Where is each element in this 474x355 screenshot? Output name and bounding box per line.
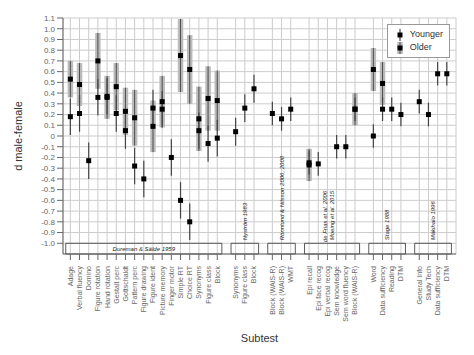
svg-text:Figure ident: Figure ident xyxy=(149,266,157,303)
svg-text:WMT: WMT xyxy=(287,265,294,282)
svg-text:Domino: Domino xyxy=(85,266,92,290)
svg-text:Sem knowledge: Sem knowledge xyxy=(333,266,341,316)
svg-text:Choice RT: Choice RT xyxy=(186,265,193,299)
html-text:Older: Older xyxy=(409,42,432,52)
svg-text:Block (WAIS-R): Block (WAIS-R) xyxy=(269,266,277,315)
svg-text:Data sufficiency: Data sufficiency xyxy=(379,266,387,316)
svg-text:-1.0: -1.0 xyxy=(41,239,55,248)
svg-text:-0.1: -0.1 xyxy=(41,143,55,152)
svg-text:DTM: DTM xyxy=(443,266,450,281)
svg-text:Block (WAIS-R): Block (WAIS-R) xyxy=(351,266,359,315)
svg-text:Epi recall: Epi recall xyxy=(306,266,314,295)
svg-text:Nyström 1983: Nyström 1983 xyxy=(242,202,248,240)
svg-text:Moeing et al. 2015: Moeing et al. 2015 xyxy=(329,190,335,240)
svg-text:-0.8: -0.8 xyxy=(41,218,55,227)
svg-text:0.7: 0.7 xyxy=(44,57,56,66)
svg-text:1.0: 1.0 xyxy=(44,25,56,34)
svg-text:0.5: 0.5 xyxy=(44,78,56,87)
svg-text:Figure rotation: Figure rotation xyxy=(94,266,102,311)
svg-text:Epi face recog: Epi face recog xyxy=(315,266,323,311)
svg-text:0: 0 xyxy=(51,132,56,141)
svg-text:-0.6: -0.6 xyxy=(41,196,55,205)
svg-text:Gottschaldt: Gottschaldt xyxy=(122,266,129,301)
svg-text:Picture memory: Picture memory xyxy=(159,266,167,316)
svg-text:Rönnlund & Nilsson 2006, 2008: Rönnlund & Nilsson 2006, 2008 xyxy=(279,155,285,240)
svg-text:0.6: 0.6 xyxy=(44,67,56,76)
svg-text:de Frias et al. 2006: de Frias et al. 2006 xyxy=(322,190,328,242)
svg-text:0.4: 0.4 xyxy=(44,89,56,98)
svg-text:Finger motor: Finger motor xyxy=(168,265,176,305)
svg-text:Simple RT: Simple RT xyxy=(177,265,185,298)
svg-text:-0.4: -0.4 xyxy=(41,175,55,184)
svg-text:1.1: 1.1 xyxy=(44,14,56,23)
svg-text:-0.3: -0.3 xyxy=(41,164,55,173)
svg-text:Figure class: Figure class xyxy=(205,266,213,304)
svg-text:Reading: Reading xyxy=(388,266,396,292)
svg-text:d male-female: d male-female xyxy=(12,101,24,171)
svg-text:Block: Block xyxy=(250,266,257,284)
svg-text:Synonyms: Synonyms xyxy=(195,266,203,299)
svg-text:0.2: 0.2 xyxy=(44,110,56,119)
svg-text:Sem word fluency: Sem word fluency xyxy=(342,266,350,322)
svg-text:Data sufficiency: Data sufficiency xyxy=(434,266,442,316)
svg-text:Gestalt perc: Gestalt perc xyxy=(113,266,121,304)
svg-text:DTM: DTM xyxy=(397,266,404,281)
svg-text:Block (WAIS-R): Block (WAIS-R) xyxy=(278,266,286,315)
svg-text:Word: Word xyxy=(370,266,377,283)
svg-text:Figure drawing: Figure drawing xyxy=(140,266,148,312)
svg-text:Pattern perc: Pattern perc xyxy=(131,266,139,305)
svg-text:0.8: 0.8 xyxy=(44,46,56,55)
svg-text:-0.5: -0.5 xyxy=(41,185,55,194)
svg-text:Epi verbal recog: Epi verbal recog xyxy=(324,266,332,317)
svg-text:Hand rotation: Hand rotation xyxy=(104,266,111,308)
svg-text:Subtest: Subtest xyxy=(241,332,278,344)
svg-text:Dureman & Sälde 1959: Dureman & Sälde 1959 xyxy=(113,246,176,252)
svg-text:-0.7: -0.7 xyxy=(41,207,55,216)
svg-text:Study Tech: Study Tech xyxy=(425,266,433,301)
svg-text:Adage: Adage xyxy=(67,266,75,286)
svg-text:-0.2: -0.2 xyxy=(41,153,55,162)
svg-text:Verbal fluency: Verbal fluency xyxy=(76,266,84,310)
svg-text:0.3: 0.3 xyxy=(44,100,56,109)
svg-text:Figure class: Figure class xyxy=(241,266,249,304)
svg-text:0.9: 0.9 xyxy=(44,35,56,44)
svg-text:0.1: 0.1 xyxy=(44,121,56,130)
html-text:Younger: Younger xyxy=(409,29,443,39)
svg-text:Mäkihalo 1996: Mäkihalo 1996 xyxy=(430,201,436,241)
svg-text:-0.9: -0.9 xyxy=(41,228,55,237)
svg-text:Synonyms: Synonyms xyxy=(232,266,240,299)
svg-text:Stage 1988: Stage 1988 xyxy=(384,209,390,240)
svg-text:Block: Block xyxy=(214,266,221,284)
svg-text:General Info: General Info xyxy=(416,266,423,305)
